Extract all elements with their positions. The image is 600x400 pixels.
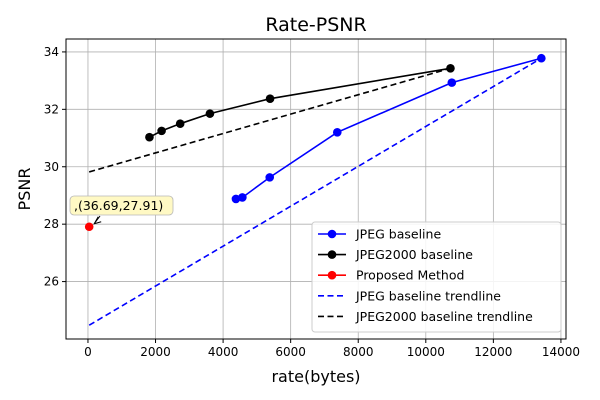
annotation-arrow-head (93, 216, 102, 225)
x-axis-label: rate(bytes) (271, 367, 360, 386)
legend-swatch-marker (327, 270, 337, 280)
legend-entry-jpeg-baseline-trendline: JPEG baseline trendline (318, 288, 501, 303)
plot-frame (65, 38, 567, 340)
jpeg2000-baseline-point (446, 63, 455, 73)
chart-title: Rate-PSNR (265, 14, 366, 36)
jpeg2000-baseline-point (175, 119, 185, 128)
legend-label: JPEG2000 baseline trendline (355, 309, 533, 324)
y-axis-label: PSNR (15, 168, 34, 211)
legend-entry-proposed-method: Proposed Method (318, 268, 464, 283)
legend-label: JPEG baseline trendline (355, 288, 501, 303)
plot-area: 0 2000 4000 6000 8000 10000 12000 14000 26 28 30 32… (44, 38, 580, 359)
annotation-label: ,(36.69,27.91) (74, 198, 163, 213)
legend-label: JPEG2000 baseline (355, 247, 473, 262)
jpeg-baseline-point (332, 128, 342, 137)
jpeg2000-baseline-point (157, 126, 166, 136)
y-tick-label: 34 (44, 45, 59, 59)
legend-swatch-marker (327, 250, 337, 259)
annotation-box (69, 195, 174, 216)
legend-entry-jpeg2000-baseline: JPEG2000 baseline (318, 247, 473, 262)
legend-label: Proposed Method (356, 268, 464, 283)
proposed-method-point (84, 222, 94, 232)
x-tick-label: 10000 (407, 345, 445, 359)
x-tick-label: 12000 (474, 345, 512, 359)
x-tick-label: 8000 (343, 345, 374, 359)
y-tick-label: 26 (44, 275, 59, 289)
legend-swatch-marker (327, 229, 337, 239)
x-tick-label: 0 (84, 345, 92, 359)
y-tick-label: 30 (44, 160, 59, 174)
legend-entry-jpeg-baseline: JPEG baseline (318, 227, 441, 242)
x-tick-label: 4000 (208, 345, 239, 359)
jpeg2000-baseline-point (205, 109, 215, 118)
x-tick-label: 6000 (275, 345, 306, 359)
jpeg2000-baseline-point (265, 94, 275, 104)
legend: JPEG baseline JPEG2000 baseline Proposed M… (311, 221, 562, 333)
jpeg2000-baseline-point (145, 132, 154, 142)
x-tick-label: 2000 (140, 345, 171, 359)
jpeg2000-baseline-trendline-line (88, 67, 451, 173)
x-tick-label: 14000 (542, 345, 580, 359)
jpeg-baseline-point (447, 78, 457, 87)
legend-frame (311, 221, 562, 333)
legend-entry-jpeg2000-baseline-trendline: JPEG2000 baseline trendline (318, 309, 533, 324)
jpeg-baseline-point (265, 173, 275, 182)
y-tick-label: 28 (44, 217, 59, 231)
jpeg-baseline-point (537, 53, 546, 63)
y-tick-label: 32 (44, 102, 59, 116)
jpeg-baseline-point (238, 193, 247, 202)
legend-label: JPEG baseline (355, 227, 441, 242)
jpeg-baseline-point (231, 194, 241, 204)
jpeg-baseline-trendline-line (88, 57, 542, 326)
